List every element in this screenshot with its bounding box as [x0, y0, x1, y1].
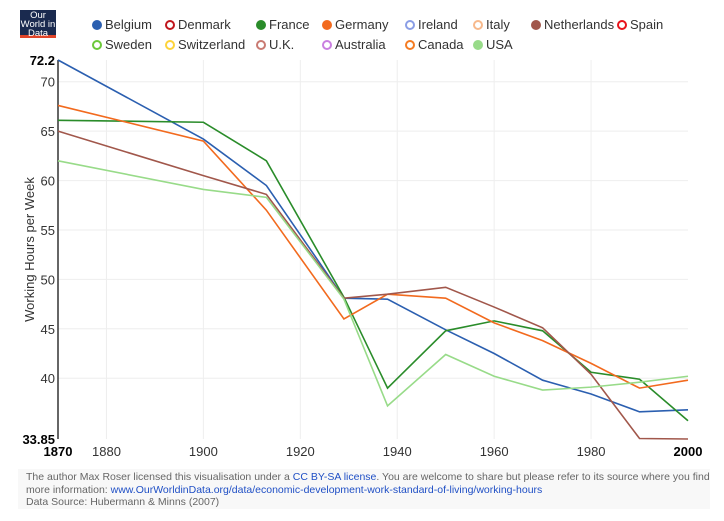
legend-label: Ireland [418, 17, 458, 32]
legend-item-germany[interactable]: Germany [322, 17, 388, 32]
hollow-circle-icon [617, 19, 627, 30]
hollow-circle-icon [165, 39, 175, 50]
filled-circle-icon [531, 19, 541, 30]
legend-label: Netherlands [544, 17, 615, 32]
license-link[interactable]: CC BY-SA license [292, 471, 377, 483]
y-tick-label: 70 [41, 75, 55, 90]
data-source: Data Source: Hubermann & Minns (2007) [26, 496, 220, 508]
hollow-circle-icon [165, 19, 175, 30]
legend-label: Sweden [105, 37, 152, 52]
x-tick-label: 2000 [674, 444, 703, 459]
legend-item-spain[interactable]: Spain [617, 17, 663, 32]
filled-circle-icon [473, 39, 483, 50]
series-line-usa [57, 160, 689, 408]
y-tick-label: 40 [41, 371, 55, 386]
hollow-circle-icon [473, 19, 483, 30]
legend-label: USA [486, 37, 513, 52]
hollow-circle-icon [92, 39, 102, 50]
y-tick-label: 60 [41, 174, 55, 189]
legend-item-switzerland[interactable]: Switzerland [165, 37, 245, 52]
legend-item-uk[interactable]: U.K. [256, 37, 294, 52]
legend-item-sweden[interactable]: Sweden [92, 37, 152, 52]
y-tick-label: 50 [41, 272, 55, 287]
y-tick-label: 55 [41, 223, 55, 238]
filled-circle-icon [92, 19, 102, 30]
legend-label: Denmark [178, 17, 231, 32]
filled-circle-icon [322, 19, 332, 30]
x-tick-label: 1940 [383, 444, 412, 459]
legend-item-denmark[interactable]: Denmark [165, 17, 231, 32]
source-url-link[interactable]: www.OurWorldinData.org/data/economic-dev… [110, 483, 543, 496]
legend-item-italy[interactable]: Italy [473, 17, 510, 32]
legend-item-netherlands[interactable]: Netherlands [531, 17, 614, 32]
x-tick-label: 1880 [92, 444, 121, 459]
hollow-circle-icon [405, 39, 415, 50]
legend-item-ireland[interactable]: Ireland [405, 17, 458, 32]
hollow-circle-icon [322, 39, 332, 50]
filled-circle-icon [256, 19, 266, 30]
legend-label: Italy [486, 17, 510, 32]
footer-attribution: The author Max Roser licensed this visua… [18, 469, 710, 509]
y-tick-label: 45 [41, 322, 55, 337]
x-tick-label: 1900 [189, 444, 218, 459]
legend-label: Switzerland [178, 37, 246, 52]
legend-label: Belgium [105, 17, 152, 32]
legend-label: Spain [630, 17, 664, 32]
series-line-netherlands [57, 130, 689, 440]
y-tick-label: 72.2 [30, 53, 55, 68]
legend-item-canada[interactable]: Canada [405, 37, 464, 52]
hollow-circle-icon [256, 39, 266, 50]
legend-item-australia[interactable]: Australia [322, 37, 386, 52]
y-tick-label: 65 [41, 124, 55, 139]
legend-label: Germany [335, 17, 389, 32]
legend-item-usa[interactable]: USA [473, 37, 513, 52]
x-tick-label: 1870 [44, 444, 73, 459]
legend-label: France [269, 17, 310, 32]
y-axis-label: Working Hours per Week [22, 177, 37, 322]
x-tick-label: 1920 [286, 444, 315, 459]
series-line-belgium [57, 59, 689, 413]
series-line-germany [57, 104, 689, 389]
legend-label: Australia [335, 37, 386, 52]
legend-item-belgium[interactable]: Belgium [92, 17, 152, 32]
legend-label: Canada [418, 37, 464, 52]
series-line-france [57, 119, 689, 422]
legend-label: U.K. [269, 37, 295, 52]
y-tick-label: 33.85 [22, 432, 55, 447]
logo-text: Our World in Data [20, 10, 56, 39]
x-tick-label: 1960 [480, 444, 509, 459]
footer-text-1: The author Max Roser licensed this visua… [26, 471, 293, 483]
footer-text-2: . You are welcome to share but please re… [26, 471, 710, 496]
hollow-circle-icon [405, 19, 415, 30]
x-tick-label: 1980 [577, 444, 606, 459]
owid-logo: Our World in Data [20, 10, 56, 38]
legend-item-france[interactable]: France [256, 17, 309, 32]
